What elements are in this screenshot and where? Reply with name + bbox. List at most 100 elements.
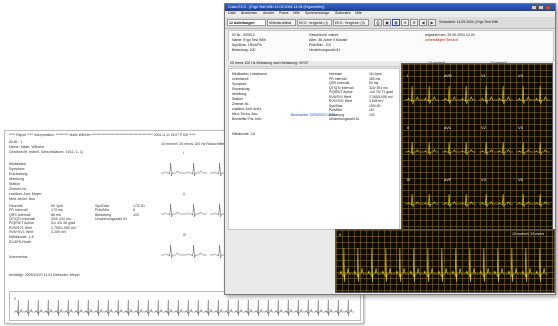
measurement-value: 100 xyxy=(369,112,375,117)
measurement-label: QT/QTc Intervall xyxy=(329,85,354,90)
patient-id: ID-Nr.: 000012 xyxy=(232,33,255,37)
clinical-info-item: Station: xyxy=(232,97,244,101)
menu-hilfe-2[interactable]: Hilfe xyxy=(355,11,362,16)
lead-trace xyxy=(516,141,550,156)
report-value-label: Puls/Min. xyxy=(95,208,110,213)
measurement-label: RV5/SV1 Wert xyxy=(329,94,351,99)
clinical-info-item: Ableitung: xyxy=(232,92,248,96)
report-mitral: Mitralsonie: 1-8 xyxy=(9,235,34,239)
report-value-label: RV5+SV1 Wert xyxy=(9,229,34,234)
measurement-label: Belastung xyxy=(329,112,345,117)
menu-praxis[interactable]: Praxis xyxy=(279,11,289,16)
tab-ekg-vergleich-2[interactable]: EKG: Vergleich (II) xyxy=(333,19,369,26)
report-value-label: Herzrate xyxy=(9,204,23,208)
tab-mittelstrahlbat[interactable]: Mittelstrahlbat xyxy=(267,19,296,26)
grid-view-icon[interactable]: ▦ xyxy=(392,19,400,26)
report-id: ID-Nr.: 1 xyxy=(9,140,23,144)
report-value-label: RV5/SV1 Wert xyxy=(9,225,33,230)
maximize-button[interactable] xyxy=(538,5,544,10)
arrow-right-icon[interactable]: ▶ xyxy=(428,19,436,26)
unconfirmed-finding: unbestätigter Befund! xyxy=(425,38,459,42)
lead-label: V1 xyxy=(481,73,487,78)
report-value: 60 1pm xyxy=(51,204,63,208)
lead-label: aVF xyxy=(444,177,452,182)
report-field: Ableitung xyxy=(9,177,24,181)
lead-label: aVR xyxy=(444,73,452,78)
report-value-label: Umdrehungszahl 61 xyxy=(95,216,128,221)
lead-trace xyxy=(479,193,513,208)
lead-label: V6 xyxy=(518,177,524,182)
report-value: 3.250 mV xyxy=(51,229,67,234)
report-value-label: Sys/Dias xyxy=(95,204,110,208)
minimize-button[interactable] xyxy=(531,5,537,10)
rhythm-strip-view[interactable]: II 10 mm/mV 25 mm/s xyxy=(335,229,555,293)
report-comment: Kommentar: xyxy=(9,255,29,259)
measurement-value: 160 ms xyxy=(369,76,381,81)
menu-speicherdialoge[interactable]: Speicherdialoge xyxy=(305,11,330,16)
measurement-value: 110 xyxy=(369,108,375,112)
title-bar[interactable]: Custo ECG - [Ergo Test Wilh 13.09.2004 1… xyxy=(225,4,555,11)
lead-label: V3 xyxy=(481,177,487,182)
report-ecaps: ECAPS-Node: xyxy=(9,240,32,244)
report-value: 6 xyxy=(133,208,135,213)
report-value-label: PR Intervall xyxy=(9,208,28,213)
report-value: 173/ 81 xyxy=(133,204,145,208)
patient-belastung: Belastung: 100 xyxy=(232,48,256,52)
patient-sex: Geschlecht: männl. xyxy=(309,33,339,37)
report-value-label: QRS Intervall xyxy=(9,212,31,217)
tab-ekg-vergleich-1[interactable]: EKG: Vergleich (I) xyxy=(297,19,332,26)
lead-label: III xyxy=(407,177,410,182)
report-value: 86 ms xyxy=(51,212,61,217)
measurement-value: 324/ 391 ms xyxy=(369,85,388,90)
patient-name: Name: Ergo Test Wilh xyxy=(232,38,266,42)
clinical-info-item: Unbekannt xyxy=(232,77,249,81)
measurement-value: 110 bpm xyxy=(369,72,382,76)
report-value-label: Belastung xyxy=(95,212,111,217)
settings-icon[interactable]: ⚙ xyxy=(410,19,418,26)
rhythm-lead-label: II xyxy=(339,233,341,237)
window-title: Custo ECG - [Ergo Test Wilh 13.09.2004 1… xyxy=(228,4,325,9)
arrow-left-icon[interactable]: ◀ xyxy=(419,19,427,26)
close-button[interactable] xyxy=(545,5,551,10)
save-icon[interactable]: ▣ xyxy=(383,19,391,26)
lead-trace xyxy=(516,85,550,105)
menu-stationaere[interactable]: Stationäre xyxy=(335,11,351,16)
toolbar: 12 Ableitungen Mittelstrahlbat EKG: Verg… xyxy=(225,17,555,29)
report-value: 100 xyxy=(133,212,139,217)
print-icon[interactable]: ⎙ xyxy=(374,19,382,26)
tab-12-ableitungen[interactable]: 12 Ableitungen xyxy=(227,19,266,26)
registered-date: registriert am: 20.09.2004 14:20 xyxy=(425,33,475,37)
report-field: Erkrankung xyxy=(9,172,28,176)
report-value: 170 ms xyxy=(51,208,63,213)
measurement-label: Sys/Dias xyxy=(329,103,343,108)
beobachtet-link[interactable]: Beobachtet 13/09/2003 11:15 xyxy=(291,113,336,117)
lead-label: V4 xyxy=(518,73,524,78)
menu-bearbeiten[interactable]: Bearbeiten xyxy=(241,11,258,16)
report-field: Med.-techn. Ass. xyxy=(9,197,36,201)
report-value: 1.750/1.500 mV xyxy=(51,225,77,230)
menu-datei[interactable]: Datei xyxy=(228,11,236,16)
menu-hilfe[interactable]: Hilfe xyxy=(293,11,300,16)
ecg-app-window: Custo ECG - [Ergo Test Wilh 13.09.2004 1… xyxy=(224,3,556,295)
report-value-label: QT/QTc Intervall xyxy=(9,216,35,221)
patient-sys-dias: Sys/Dias: 150/x/Pa xyxy=(232,43,262,47)
zoom-icon[interactable]: ⊕ xyxy=(401,19,409,26)
clinical-info-item: Med.-Techn. Ass.: xyxy=(232,112,259,116)
report-field: zuständ. Arzt: Meyer xyxy=(9,192,42,196)
report-field: Station xyxy=(9,182,21,186)
menu-ansicht[interactable]: Ansicht xyxy=(263,11,275,16)
patient-age: Alter: 36 Jahre 0 Monate xyxy=(309,38,348,42)
lead-label: V2 xyxy=(481,125,487,130)
report-rhythm-line xyxy=(14,299,354,316)
clinical-info-item: Medikation: Unbekannt xyxy=(232,72,267,76)
report-lead-label: II xyxy=(183,192,185,196)
report-lead-trace xyxy=(161,162,207,177)
lead-trace xyxy=(405,193,439,208)
report-scale-top: 10 mm/mV 25 mm/s 100 Hz Rauschfilter Bel… xyxy=(161,142,277,146)
measurement-label: PR Intervall xyxy=(329,76,347,81)
lead-trace xyxy=(479,85,513,105)
report-sex: Geschlecht: männl. Geburtsdatum: 1912- 1… xyxy=(9,150,84,154)
toolbar-record-info[interactable]: Vorlaufzeit: 14.09.2004 | Ergo Test Wilh xyxy=(439,19,499,24)
